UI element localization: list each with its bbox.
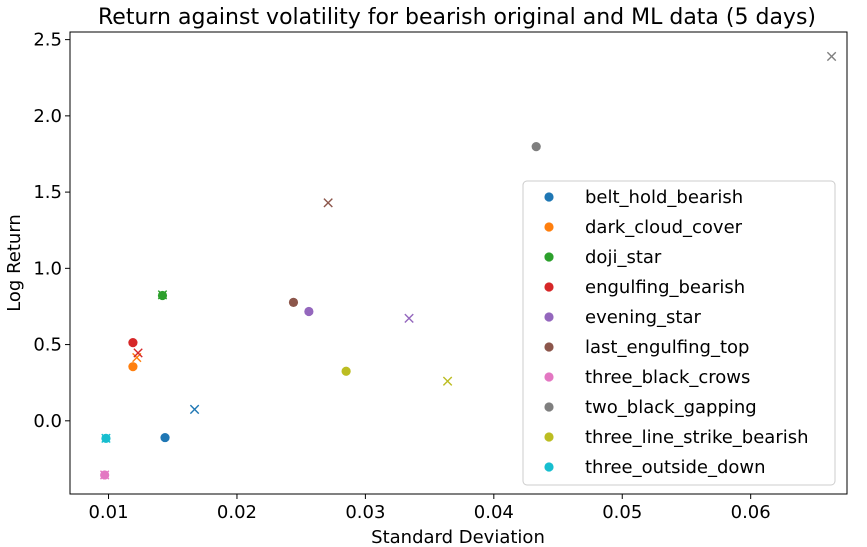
point-original-dark_cloud_cover — [128, 362, 138, 372]
legend-marker-three_outside_down — [544, 462, 554, 472]
x-tick-label: 0.01 — [88, 502, 128, 523]
legend-label-three_black_crows: three_black_crows — [585, 367, 750, 388]
y-tick-label: 2.0 — [33, 106, 62, 127]
legend-label-three_outside_down: three_outside_down — [585, 457, 766, 478]
legend-label-evening_star: evening_star — [585, 307, 702, 328]
point-ml-evening_star — [404, 313, 414, 324]
x-tick-label: 0.06 — [731, 502, 771, 523]
point-ml-three_outside_down — [101, 433, 111, 444]
x-tick-label: 0.02 — [217, 502, 257, 523]
legend-box — [522, 180, 836, 486]
x-tick-label: 0.05 — [602, 502, 642, 523]
legend-marker-three_line_strike_bearish — [544, 432, 554, 442]
legend-marker-two_black_gapping — [544, 402, 554, 412]
legend-marker-three_black_crows — [544, 372, 554, 382]
point-ml-three_line_strike_bearish — [442, 376, 453, 386]
legend-marker-last_engulfing_top — [544, 342, 554, 352]
legend-label-engulfing_bearish: engulfing_bearish — [585, 277, 745, 298]
y-tick-label: 1.0 — [33, 258, 62, 279]
point-original-engulfing_bearish — [128, 337, 138, 348]
chart-title: Return against volatility for bearish or… — [98, 5, 816, 30]
x-axis: 0.01 0.02 0.03 0.04 0.05 0.06 — [88, 494, 771, 523]
point-original-two_black_gapping — [531, 142, 541, 152]
point-ml-doji_star — [157, 290, 168, 300]
legend-label-belt_hold_bearish: belt_hold_bearish — [585, 187, 743, 208]
y-tick-label: 2.5 — [33, 30, 62, 51]
legend-label-two_black_gapping: two_black_gapping — [585, 397, 757, 418]
y-axis-title: Log Return — [4, 214, 25, 312]
point-original-last_engulfing_top — [288, 297, 299, 307]
legend-label-three_line_strike_bearish: three_line_strike_bearish — [585, 427, 809, 448]
x-axis-title: Standard Deviation — [371, 527, 545, 547]
x-tick-label: 0.04 — [474, 502, 514, 523]
plot-frame — [69, 31, 848, 495]
legend-label-dark_cloud_cover: dark_cloud_cover — [585, 217, 743, 238]
legend-items: belt_hold_bearish dark_cloud_cover doji_st… — [544, 187, 809, 478]
point-original-evening_star — [304, 306, 314, 317]
point-original-belt_hold_bearish — [160, 432, 170, 443]
legend: belt_hold_bearish dark_cloud_cover doji_st… — [522, 180, 836, 486]
point-original-three_line_strike_bearish — [341, 366, 351, 376]
point-ml-three_black_crows — [99, 470, 110, 480]
legend-marker-belt_hold_bearish — [544, 192, 554, 202]
legend-label-last_engulfing_top: last_engulfing_top — [585, 337, 749, 358]
point-ml-two_black_gapping — [826, 51, 837, 62]
point-ml-last_engulfing_top — [323, 198, 333, 208]
y-tick-label: 0.5 — [33, 335, 62, 356]
point-ml-engulfing_bearish — [133, 348, 143, 358]
legend-marker-doji_star — [544, 252, 554, 262]
y-tick-label: 0.0 — [33, 411, 62, 432]
y-tick-label: 1.5 — [33, 182, 62, 203]
legend-marker-evening_star — [544, 312, 554, 322]
legend-marker-engulfing_bearish — [544, 282, 554, 292]
data-marks — [99, 51, 837, 480]
legend-label-doji_star: doji_star — [585, 247, 662, 268]
y-axis: 0.0 0.5 1.0 1.5 2.0 2.5 — [33, 30, 70, 432]
x-tick-label: 0.03 — [345, 502, 385, 523]
legend-marker-dark_cloud_cover — [544, 222, 554, 232]
point-ml-belt_hold_bearish — [189, 404, 200, 415]
